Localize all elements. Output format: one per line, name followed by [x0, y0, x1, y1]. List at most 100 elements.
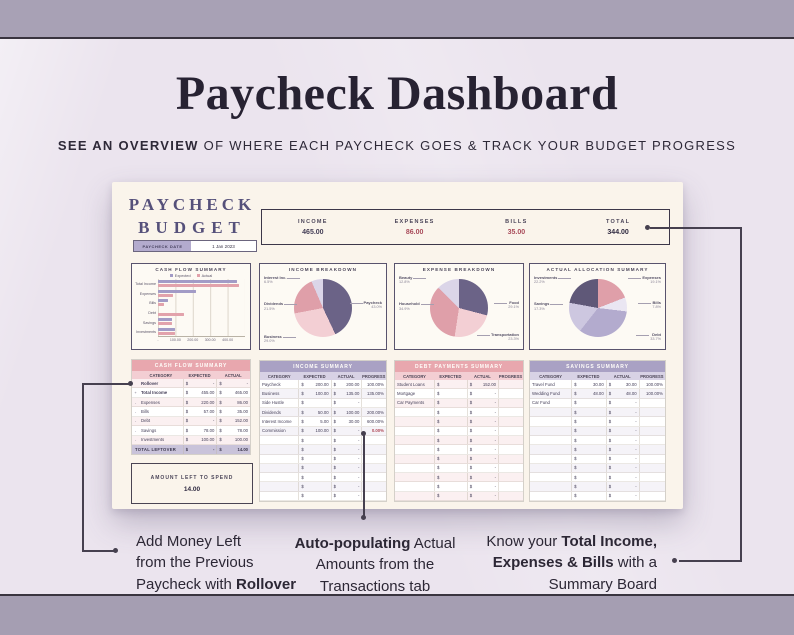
- category-cell[interactable]: [530, 492, 571, 500]
- amount-cell[interactable]: $ -: [330, 435, 362, 445]
- table-row[interactable]: $ $ -: [395, 473, 523, 483]
- table-row[interactable]: Dividends $50.00 $100.00 200.00%: [260, 407, 386, 418]
- progress-cell[interactable]: [498, 389, 523, 398]
- category-cell[interactable]: [395, 492, 434, 500]
- amount-cell[interactable]: $ -: [466, 454, 498, 463]
- progress-cell[interactable]: [498, 417, 523, 426]
- table-row[interactable]: $ $ -: [530, 407, 665, 418]
- progress-cell[interactable]: [361, 435, 386, 445]
- amount-cell[interactable]: $: [434, 417, 467, 426]
- amount-cell[interactable]: $30.00: [571, 380, 606, 389]
- table-row[interactable]: $ $ -: [530, 426, 665, 436]
- progress-cell[interactable]: [638, 398, 665, 407]
- category-cell[interactable]: [530, 473, 571, 481]
- income-summary-table[interactable]: INCOME SUMMARY CATEGORY EXPECTED ACTUAL PROG…: [259, 360, 387, 502]
- amount-cell[interactable]: $455.00: [182, 388, 217, 397]
- amount-cell[interactable]: $ -: [466, 435, 498, 445]
- amount-cell[interactable]: $ -: [330, 482, 362, 491]
- amount-cell[interactable]: $30.00: [330, 417, 362, 426]
- amount-cell[interactable]: $ -: [605, 454, 639, 463]
- table-row[interactable]: $ $ -: [530, 435, 665, 446]
- amount-cell[interactable]: $30.00: [605, 380, 639, 389]
- progress-cell[interactable]: [498, 463, 523, 473]
- category-cell[interactable]: Dividends: [262, 409, 281, 415]
- progress-cell[interactable]: [361, 398, 386, 407]
- progress-cell[interactable]: [498, 398, 523, 407]
- category-cell[interactable]: [530, 436, 571, 444]
- amount-cell[interactable]: $35.00: [216, 407, 250, 416]
- category-cell[interactable]: Travel Fund: [532, 381, 555, 387]
- table-row[interactable]: Travel Fund $30.00 $30.00 100.00%: [530, 380, 665, 390]
- amount-cell[interactable]: $ -: [330, 473, 362, 482]
- progress-cell[interactable]: [498, 473, 523, 482]
- progress-cell[interactable]: 100.00%: [361, 380, 386, 389]
- amount-cell[interactable]: $: [434, 407, 467, 417]
- progress-cell[interactable]: [361, 454, 386, 463]
- table-row[interactable]: $ $ -: [395, 426, 523, 436]
- amount-cell[interactable]: $ -: [466, 491, 498, 501]
- table-row[interactable]: $ $ -: [395, 454, 523, 464]
- category-cell[interactable]: [530, 417, 571, 425]
- cash-flow-summary-table[interactable]: CASH FLOW SUMMARY CATEGORY EXPECTED ACTUAL R…: [131, 359, 251, 455]
- amount-cell[interactable]: $100.00: [298, 389, 330, 398]
- amount-cell[interactable]: $: [434, 482, 467, 491]
- table-row[interactable]: $ $ -: [260, 435, 386, 446]
- category-cell[interactable]: [395, 445, 434, 453]
- table-row[interactable]: Wedding Fund $48.00 $48.00 100.00%: [530, 389, 665, 399]
- amount-cell[interactable]: $ -: [216, 379, 250, 388]
- progress-cell[interactable]: [361, 482, 386, 491]
- category-cell[interactable]: Wedding Fund: [532, 390, 560, 396]
- table-row[interactable]: $ $ -: [530, 463, 665, 474]
- amount-cell[interactable]: $: [298, 491, 330, 501]
- table-row[interactable]: $ $ -: [260, 473, 386, 483]
- table-row[interactable]: - Savings $78.00 $78.00: [132, 426, 250, 436]
- amount-cell[interactable]: $: [434, 445, 467, 454]
- table-row[interactable]: $ $ -: [530, 491, 665, 502]
- amount-cell[interactable]: $ -: [182, 445, 217, 454]
- amount-cell[interactable]: $: [298, 445, 330, 454]
- amount-cell[interactable]: $: [298, 435, 330, 445]
- table-row[interactable]: Car Payments $ $ -: [395, 398, 523, 408]
- amount-cell[interactable]: $: [434, 426, 467, 435]
- amount-cell[interactable]: $ -: [605, 491, 639, 501]
- progress-cell[interactable]: [498, 380, 523, 389]
- amount-cell[interactable]: $57.00: [182, 407, 217, 416]
- amount-cell[interactable]: $100.00: [182, 435, 217, 444]
- amount-cell[interactable]: $: [571, 473, 606, 482]
- amount-cell[interactable]: $ -: [466, 463, 498, 473]
- category-cell[interactable]: [530, 427, 571, 435]
- table-row[interactable]: $ $ -: [395, 417, 523, 427]
- amount-cell[interactable]: $ -: [605, 445, 639, 454]
- progress-cell[interactable]: [638, 463, 665, 473]
- table-row[interactable]: $ $ -: [260, 491, 386, 502]
- table-row[interactable]: $ $ -: [395, 435, 523, 446]
- amount-cell[interactable]: $135.00: [330, 389, 362, 398]
- amount-cell[interactable]: $100.00: [216, 435, 250, 444]
- category-cell[interactable]: [260, 436, 298, 444]
- table-row[interactable]: - Bills $57.00 $35.00: [132, 407, 250, 417]
- category-cell[interactable]: Total Income: [141, 390, 168, 396]
- table-row[interactable]: $ $ -: [395, 463, 523, 474]
- table-row[interactable]: Interest Income $5.00 $30.00 600.00%: [260, 417, 386, 427]
- amount-cell[interactable]: $: [434, 435, 467, 445]
- amount-cell[interactable]: $: [434, 398, 467, 407]
- amount-cell[interactable]: $152.00: [216, 416, 250, 426]
- category-cell[interactable]: [260, 482, 298, 490]
- category-cell[interactable]: [395, 464, 434, 472]
- table-row[interactable]: + Total Income $455.00 $465.00: [132, 388, 250, 398]
- table-row[interactable]: Paycheck $200.00 $200.00 100.00%: [260, 380, 386, 390]
- amount-cell[interactable]: $78.00: [182, 426, 217, 435]
- amount-cell[interactable]: $ -: [466, 482, 498, 491]
- category-cell[interactable]: [260, 464, 298, 472]
- progress-cell[interactable]: [361, 463, 386, 473]
- amount-cell[interactable]: $ -: [466, 398, 498, 407]
- amount-cell[interactable]: $ -: [605, 473, 639, 482]
- table-row[interactable]: $ $ -: [530, 482, 665, 492]
- category-cell[interactable]: [260, 445, 298, 453]
- amount-cell[interactable]: $ -: [330, 463, 362, 473]
- category-cell[interactable]: [530, 482, 571, 490]
- amount-cell[interactable]: $78.00: [216, 426, 250, 435]
- amount-cell[interactable]: $ -: [466, 407, 498, 417]
- amount-cell[interactable]: $: [434, 491, 467, 501]
- amount-cell[interactable]: $ -: [466, 426, 498, 435]
